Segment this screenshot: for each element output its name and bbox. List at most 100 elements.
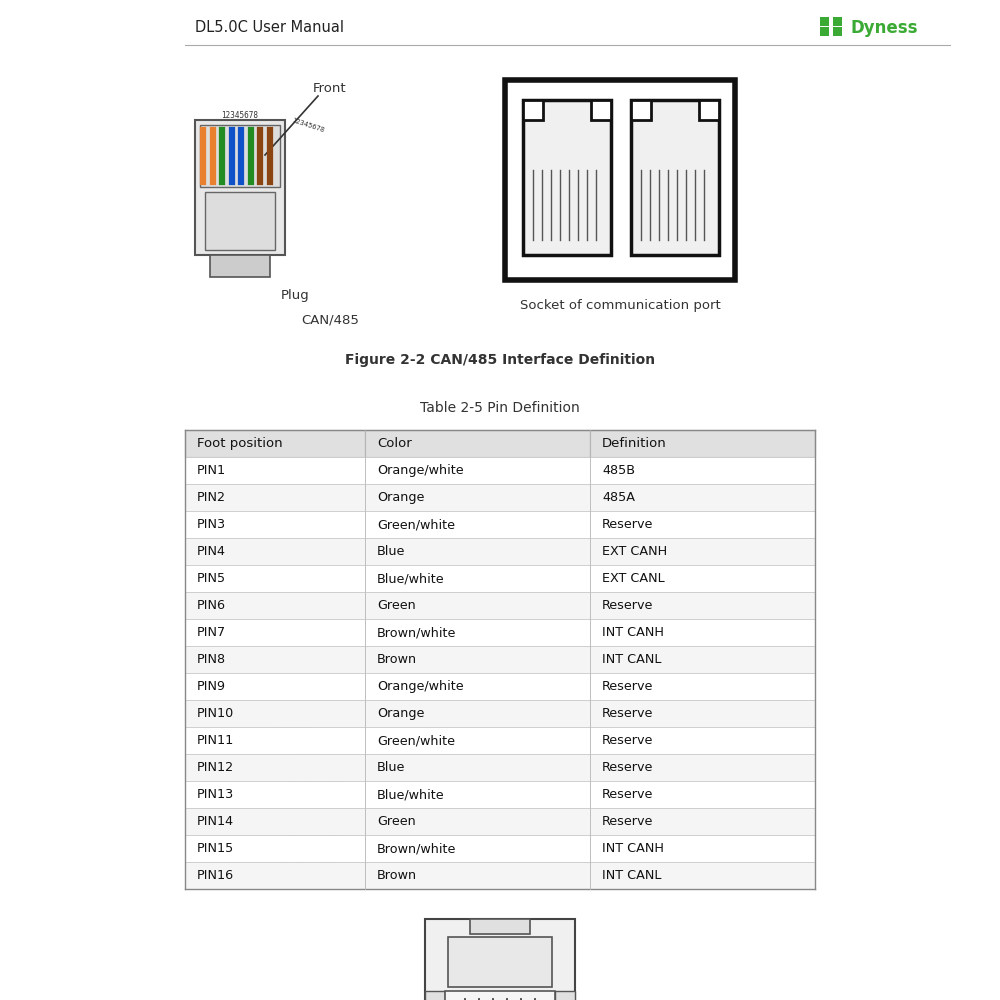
Text: Green/white: Green/white <box>377 518 455 531</box>
Text: CAN/485: CAN/485 <box>301 314 359 326</box>
Text: Front: Front <box>313 82 347 95</box>
Text: INT CANH: INT CANH <box>602 842 664 855</box>
Text: Reserve: Reserve <box>602 599 653 612</box>
FancyBboxPatch shape <box>185 781 365 808</box>
Text: Green/white: Green/white <box>377 734 455 747</box>
Text: Blue: Blue <box>377 761 405 774</box>
FancyBboxPatch shape <box>590 592 815 619</box>
FancyBboxPatch shape <box>470 919 530 934</box>
Text: Brown: Brown <box>377 869 417 882</box>
Text: DL5.0C User Manual: DL5.0C User Manual <box>195 20 344 35</box>
FancyBboxPatch shape <box>185 754 365 781</box>
FancyBboxPatch shape <box>590 808 815 835</box>
Text: PIN10: PIN10 <box>197 707 234 720</box>
Text: Brown/white: Brown/white <box>377 842 456 855</box>
Text: 12345678: 12345678 <box>291 117 325 133</box>
FancyBboxPatch shape <box>365 619 590 646</box>
Text: PIN1: PIN1 <box>197 464 226 477</box>
FancyBboxPatch shape <box>590 619 815 646</box>
Bar <box>833 27 842 36</box>
Text: Blue: Blue <box>377 545 405 558</box>
FancyBboxPatch shape <box>590 484 815 511</box>
Text: PIN9: PIN9 <box>197 680 226 693</box>
FancyBboxPatch shape <box>590 430 815 457</box>
Text: PIN3: PIN3 <box>197 518 226 531</box>
Text: PIN5: PIN5 <box>197 572 226 585</box>
FancyBboxPatch shape <box>555 991 575 1000</box>
Text: PIN13: PIN13 <box>197 788 234 801</box>
Text: Reserve: Reserve <box>602 680 653 693</box>
Text: PIN4: PIN4 <box>197 545 226 558</box>
FancyBboxPatch shape <box>523 100 543 120</box>
FancyBboxPatch shape <box>185 727 365 754</box>
FancyBboxPatch shape <box>185 430 365 457</box>
FancyBboxPatch shape <box>195 120 285 255</box>
FancyBboxPatch shape <box>448 937 552 987</box>
Text: Blue/white: Blue/white <box>377 572 445 585</box>
FancyBboxPatch shape <box>590 754 815 781</box>
FancyBboxPatch shape <box>365 835 590 862</box>
Text: Reserve: Reserve <box>602 734 653 747</box>
Text: 485A: 485A <box>602 491 635 504</box>
Polygon shape <box>275 710 315 760</box>
Text: PIN14: PIN14 <box>197 815 234 828</box>
Text: INT CANH: INT CANH <box>602 626 664 639</box>
Bar <box>820 17 829 26</box>
Text: Orange: Orange <box>377 707 424 720</box>
FancyBboxPatch shape <box>590 646 815 673</box>
FancyBboxPatch shape <box>365 673 590 700</box>
FancyBboxPatch shape <box>185 538 365 565</box>
Text: 12345678: 12345678 <box>222 110 258 119</box>
FancyBboxPatch shape <box>591 100 611 120</box>
FancyBboxPatch shape <box>185 511 365 538</box>
Text: Reserve: Reserve <box>602 815 653 828</box>
FancyBboxPatch shape <box>365 754 590 781</box>
FancyBboxPatch shape <box>365 646 590 673</box>
Polygon shape <box>280 845 340 885</box>
Text: Color: Color <box>377 437 412 450</box>
FancyBboxPatch shape <box>365 727 590 754</box>
FancyBboxPatch shape <box>365 862 590 889</box>
Text: Reserve: Reserve <box>602 707 653 720</box>
FancyBboxPatch shape <box>365 700 590 727</box>
Text: Green: Green <box>377 815 416 828</box>
FancyBboxPatch shape <box>205 192 275 250</box>
Text: Brown/white: Brown/white <box>377 626 456 639</box>
FancyBboxPatch shape <box>185 619 365 646</box>
FancyBboxPatch shape <box>590 727 815 754</box>
Text: PIN8: PIN8 <box>197 653 226 666</box>
Text: Dyness: Dyness <box>850 19 918 37</box>
Polygon shape <box>285 745 345 870</box>
FancyBboxPatch shape <box>185 835 365 862</box>
FancyBboxPatch shape <box>365 484 590 511</box>
Text: PIN6: PIN6 <box>197 599 226 612</box>
Text: INT CANL: INT CANL <box>602 869 661 882</box>
FancyBboxPatch shape <box>590 781 815 808</box>
Text: Table 2-5 Pin Definition: Table 2-5 Pin Definition <box>420 401 580 415</box>
Text: Orange/white: Orange/white <box>377 464 464 477</box>
FancyBboxPatch shape <box>631 100 651 120</box>
Text: Blue/white: Blue/white <box>377 788 445 801</box>
FancyBboxPatch shape <box>185 484 365 511</box>
Text: Orange: Orange <box>377 491 424 504</box>
Text: PIN16: PIN16 <box>197 869 234 882</box>
Text: PIN11: PIN11 <box>197 734 234 747</box>
FancyBboxPatch shape <box>185 700 365 727</box>
FancyBboxPatch shape <box>590 835 815 862</box>
Text: PIN12: PIN12 <box>197 761 234 774</box>
Text: EXT CANL: EXT CANL <box>602 572 665 585</box>
Text: Definition: Definition <box>602 437 667 450</box>
FancyBboxPatch shape <box>365 808 590 835</box>
FancyBboxPatch shape <box>631 100 719 255</box>
Text: Reserve: Reserve <box>602 761 653 774</box>
FancyBboxPatch shape <box>425 991 445 1000</box>
FancyBboxPatch shape <box>210 255 270 277</box>
Text: PIN7: PIN7 <box>197 626 226 639</box>
FancyBboxPatch shape <box>365 565 590 592</box>
FancyBboxPatch shape <box>365 592 590 619</box>
Text: Green: Green <box>377 599 416 612</box>
Text: Reserve: Reserve <box>602 518 653 531</box>
FancyBboxPatch shape <box>590 673 815 700</box>
FancyBboxPatch shape <box>365 511 590 538</box>
FancyBboxPatch shape <box>185 565 365 592</box>
